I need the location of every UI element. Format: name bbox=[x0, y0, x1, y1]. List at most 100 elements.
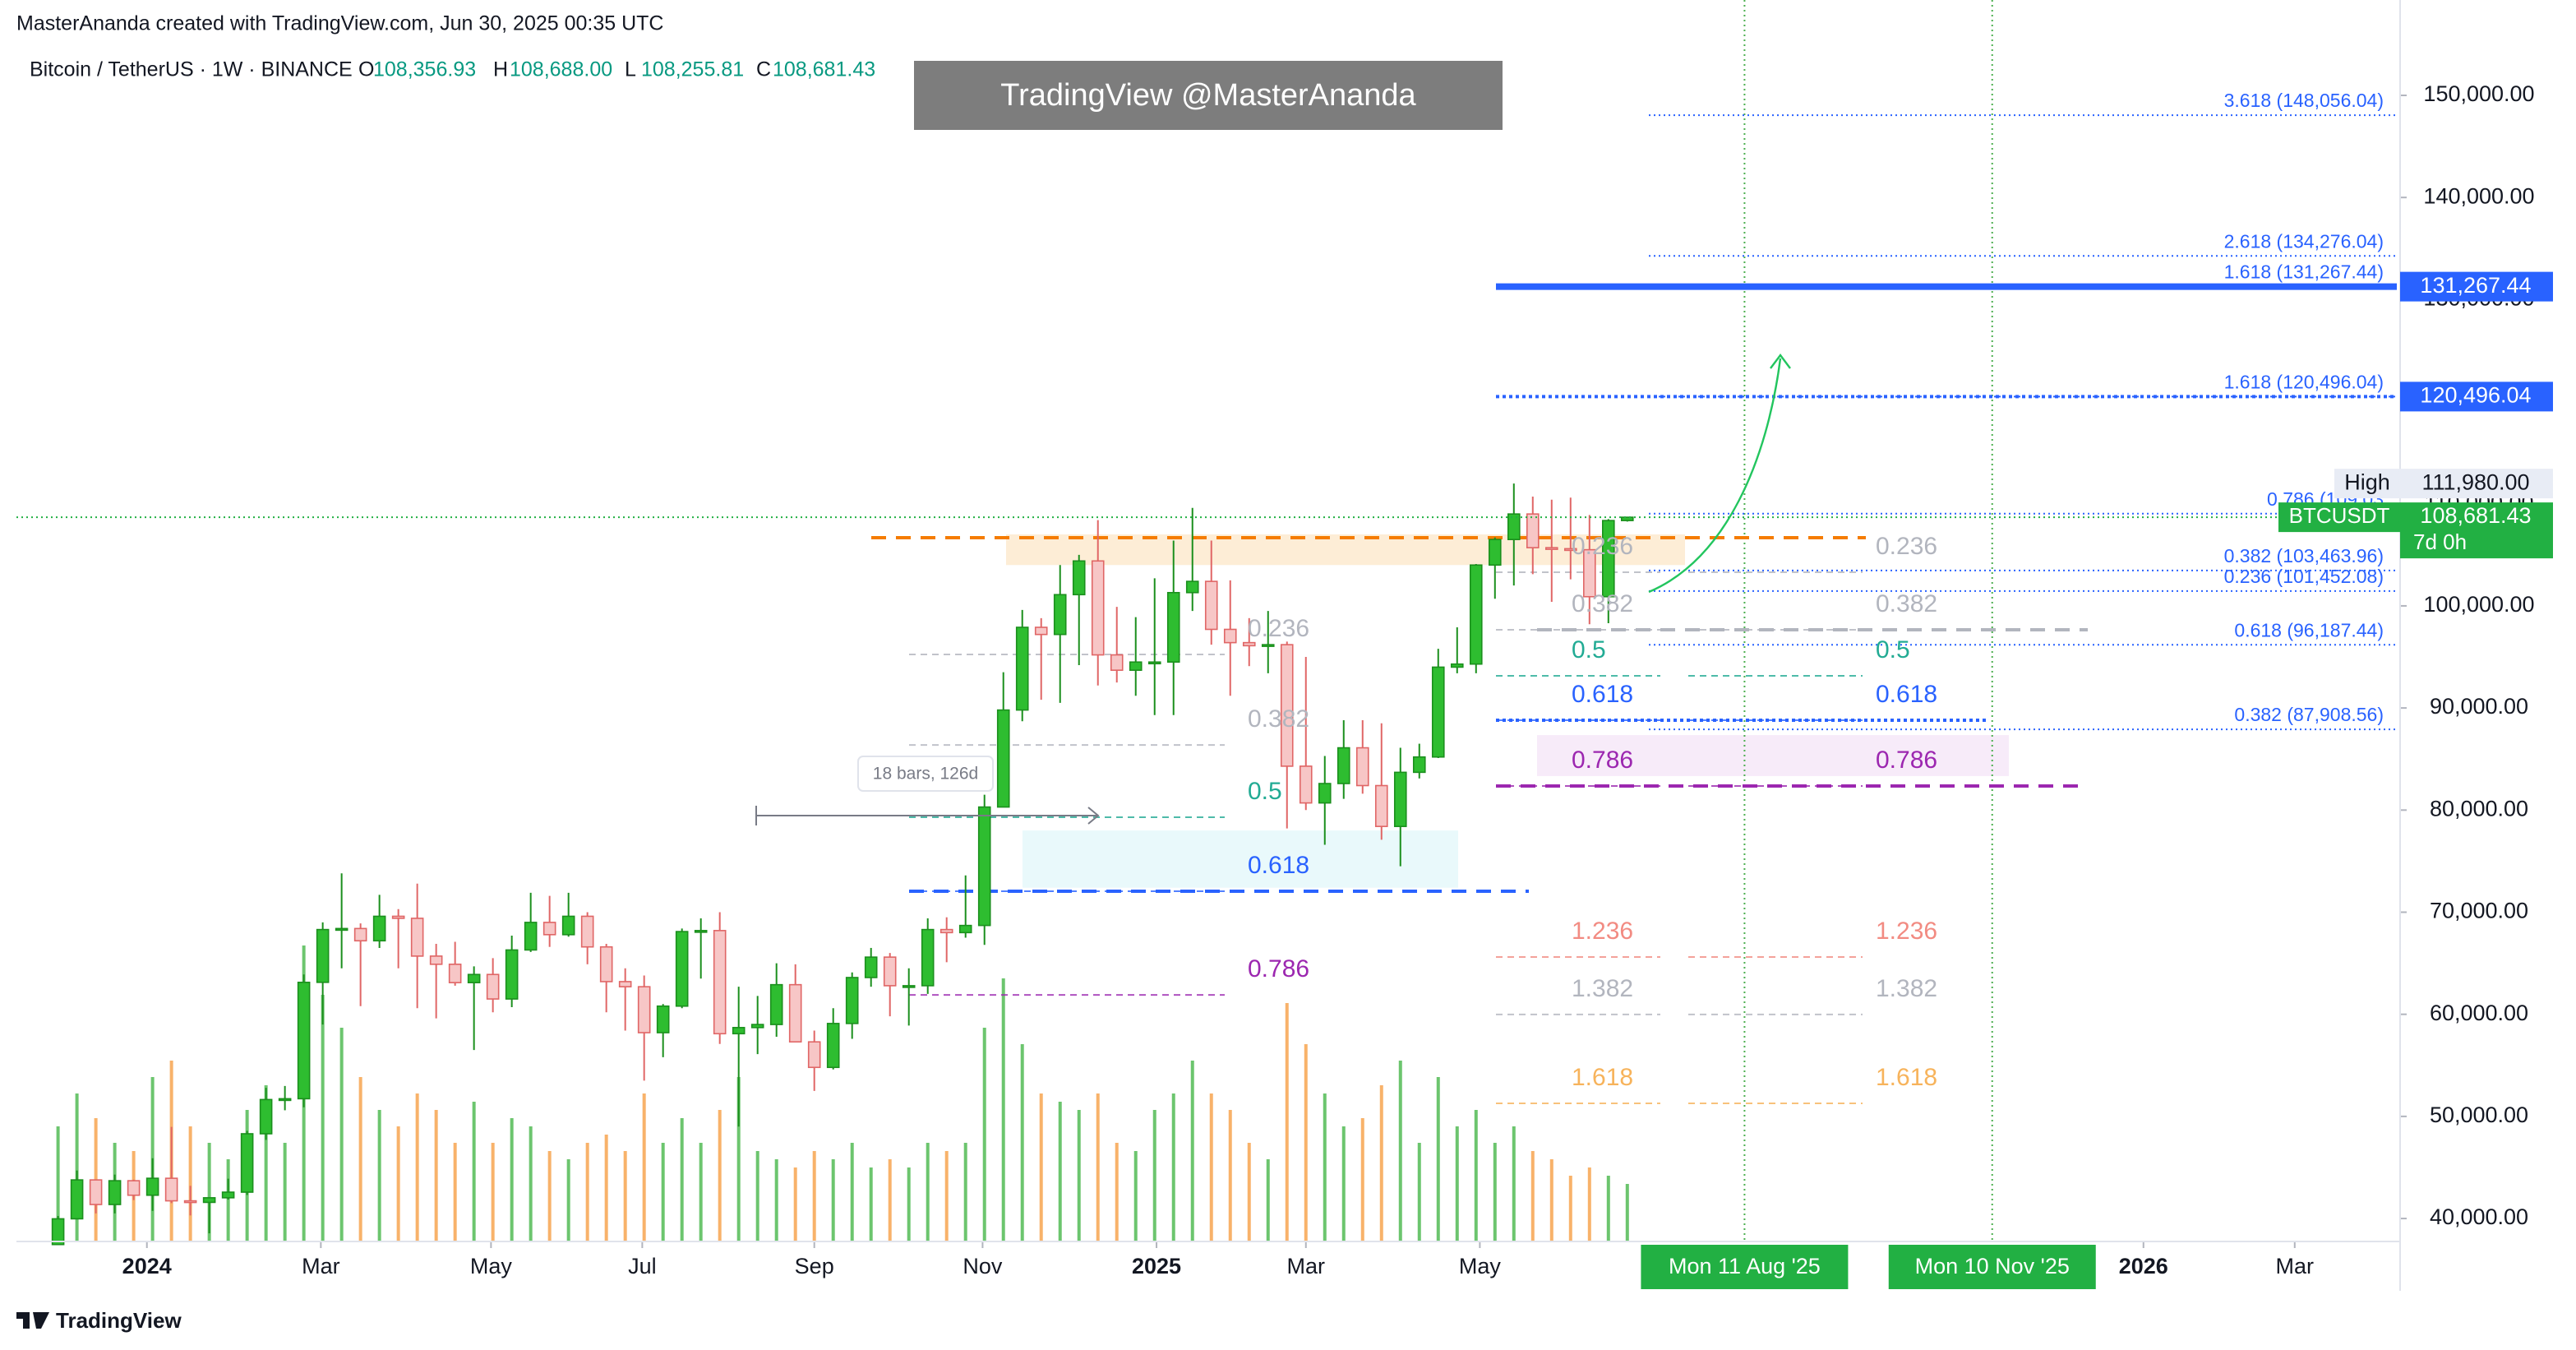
volume-bar bbox=[1549, 1159, 1553, 1241]
high-tag-name: High bbox=[2344, 469, 2390, 494]
volume-bar bbox=[1455, 1126, 1459, 1241]
price-tag bbox=[2400, 271, 2553, 302]
candle-body bbox=[977, 806, 991, 927]
volume-bar bbox=[1606, 1176, 1610, 1241]
candle-body bbox=[958, 924, 972, 934]
zone bbox=[1023, 830, 1458, 888]
x-tick-label: May bbox=[470, 1254, 513, 1278]
candle-body bbox=[1072, 560, 1086, 596]
candle-body bbox=[297, 982, 311, 1100]
candle-body bbox=[542, 922, 556, 936]
candle-body bbox=[769, 983, 783, 1025]
volume-bar bbox=[831, 1159, 835, 1241]
volume-bar bbox=[415, 1093, 419, 1241]
x-tick-label: Mar bbox=[2276, 1254, 2315, 1278]
volume-bar bbox=[1568, 1176, 1572, 1241]
volume-bar bbox=[1285, 1003, 1289, 1241]
candle-body bbox=[127, 1180, 141, 1196]
volume-bar bbox=[944, 1151, 949, 1241]
fib-label: 0.5 bbox=[1248, 778, 1282, 805]
volume-bar bbox=[1001, 978, 1005, 1241]
candle-body bbox=[750, 1024, 764, 1029]
candle-body bbox=[1582, 548, 1596, 598]
watermark-box bbox=[914, 61, 1503, 130]
candle-body bbox=[826, 1023, 840, 1069]
volume-bar bbox=[1530, 1151, 1535, 1241]
volume-bar bbox=[207, 1143, 211, 1241]
candle-body bbox=[732, 1027, 746, 1035]
last-price-label: 108,681.43 bbox=[2420, 503, 2531, 528]
fib-label: 0.382 bbox=[1248, 705, 1309, 733]
candle-body bbox=[467, 973, 481, 983]
candle-body bbox=[1110, 654, 1124, 671]
y-tick-label: 100,000.00 bbox=[2423, 592, 2534, 617]
candle-body bbox=[939, 928, 953, 934]
candle-body bbox=[145, 1177, 159, 1196]
candle-body bbox=[807, 1041, 821, 1069]
volume-bar bbox=[907, 1167, 911, 1241]
candle-body bbox=[410, 918, 424, 957]
volume-bar bbox=[453, 1143, 457, 1241]
measure-label: 18 bars, 126d bbox=[873, 765, 978, 784]
high-tag bbox=[2400, 469, 2553, 499]
candle-body bbox=[883, 956, 897, 987]
fib-label: 0.236 bbox=[1876, 533, 1937, 560]
candle-body bbox=[221, 1191, 235, 1199]
fib-label: 1.618 (131,267.44) bbox=[2224, 261, 2384, 283]
volume-bar bbox=[755, 1151, 759, 1241]
fib-label: 0.382 bbox=[1876, 590, 1937, 617]
candle-body bbox=[183, 1200, 197, 1204]
candle-body bbox=[561, 915, 575, 936]
fib-label: 1.618 (120,496.04) bbox=[2224, 371, 2384, 392]
fib-label: 0.5 bbox=[1572, 636, 1606, 663]
candle-body bbox=[316, 928, 330, 983]
candle-body bbox=[788, 983, 802, 1043]
y-tick-label: 90,000.00 bbox=[2430, 694, 2528, 719]
high-tag-name-box bbox=[2334, 469, 2400, 499]
ohlc-value: 108,681.43 bbox=[773, 58, 875, 81]
candle-body bbox=[1204, 580, 1218, 631]
candle-body bbox=[1544, 547, 1558, 550]
candle-body bbox=[1621, 516, 1634, 521]
volume-bar bbox=[1341, 1126, 1346, 1241]
candle-body bbox=[448, 964, 462, 983]
fib-label: 0.618 (96,187.44) bbox=[2234, 619, 2384, 640]
volume-bar bbox=[1209, 1093, 1213, 1241]
x-tick-label: 2024 bbox=[122, 1254, 172, 1278]
candle-body bbox=[1166, 591, 1180, 663]
candle-body bbox=[202, 1197, 216, 1204]
volume-bar bbox=[604, 1135, 608, 1241]
candle-body bbox=[845, 977, 859, 1024]
x-tick-label: 2026 bbox=[2119, 1254, 2168, 1278]
symbol-tag-box bbox=[2278, 502, 2400, 533]
candle-body bbox=[1299, 765, 1313, 804]
candle-body bbox=[70, 1179, 84, 1220]
volume-bar bbox=[1096, 1093, 1100, 1241]
candle-body bbox=[335, 927, 349, 932]
x-tick-label: 2025 bbox=[1132, 1254, 1181, 1278]
candle-body bbox=[259, 1098, 273, 1135]
measure-box bbox=[857, 756, 994, 792]
symbol: Bitcoin / TetherUS · 1W · BINANCE bbox=[30, 58, 353, 81]
candle-body bbox=[278, 1098, 292, 1102]
candle-body bbox=[51, 1218, 65, 1246]
candle-body bbox=[996, 709, 1010, 808]
candle-body bbox=[108, 1180, 122, 1205]
y-tick-label: 40,000.00 bbox=[2430, 1204, 2528, 1229]
volume-bar bbox=[75, 1093, 79, 1241]
last-price-tag bbox=[2400, 502, 2553, 559]
footer-brand: TradingView bbox=[56, 1308, 182, 1333]
arrow-curve bbox=[1648, 358, 1782, 594]
watermark: TradingView @MasterAnanda bbox=[1000, 78, 1416, 113]
candle-body bbox=[1091, 560, 1105, 656]
candle-body bbox=[1129, 661, 1143, 671]
y-tick-label: 50,000.00 bbox=[2430, 1103, 2528, 1127]
volume-bar bbox=[585, 1143, 589, 1241]
candle-body bbox=[599, 945, 613, 982]
volume-bar bbox=[963, 1143, 967, 1241]
volume-bar bbox=[642, 1093, 646, 1241]
volume-bar bbox=[547, 1151, 552, 1241]
candle-body bbox=[1450, 663, 1464, 668]
fib-label: 3.618 (148,056.04) bbox=[2224, 90, 2384, 111]
